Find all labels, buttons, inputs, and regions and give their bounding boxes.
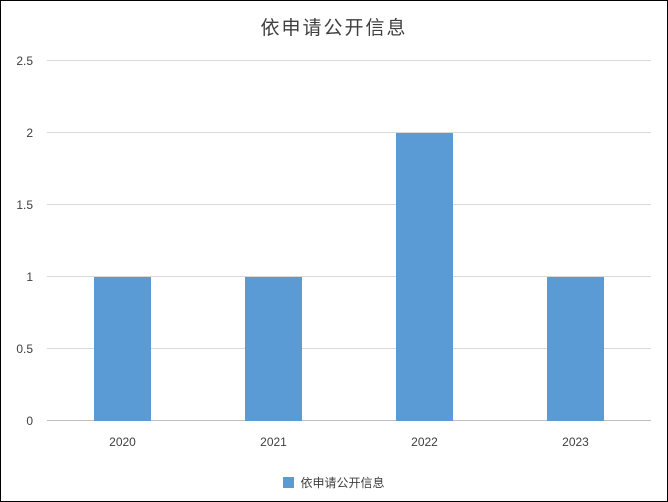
- bar-slot: [349, 61, 500, 421]
- y-tick-label: 2.5: [16, 54, 33, 68]
- legend-swatch-icon: [283, 477, 295, 488]
- x-tick-label: 2022: [411, 435, 438, 449]
- gridline: [47, 276, 651, 277]
- bar-2020: [93, 277, 152, 421]
- gridline: [47, 60, 651, 61]
- x-tick-label: 2021: [260, 435, 287, 449]
- legend-label: 依申请公开信息: [300, 476, 385, 490]
- gridline: [47, 348, 651, 349]
- y-tick-label: 0: [26, 414, 33, 428]
- plot-area: [47, 60, 651, 421]
- x-tick-label: 2020: [109, 435, 136, 449]
- y-tick-label: 1: [26, 270, 33, 284]
- bar-2023: [546, 277, 605, 421]
- y-tick-label: 0.5: [16, 342, 33, 356]
- bar-2022: [395, 133, 454, 421]
- y-tick-label: 2: [26, 126, 33, 140]
- x-axis-line: [47, 420, 651, 421]
- gridline: [47, 132, 651, 133]
- chart-title: 依申请公开信息: [260, 18, 408, 39]
- bar-series: [47, 61, 651, 421]
- bar-slot: [500, 61, 651, 421]
- x-axis-labels: 2020 2021 2022 2023: [47, 429, 651, 449]
- x-tick-label: 2023: [562, 435, 589, 449]
- y-axis-labels: 0 0.5 1 1.5 2 2.5: [1, 54, 41, 428]
- bar-slot: [47, 61, 198, 421]
- legend: 依申请公开信息: [1, 474, 667, 491]
- y-tick-label: 1.5: [16, 198, 33, 212]
- gridline: [47, 204, 651, 205]
- bar-slot: [198, 61, 349, 421]
- bar-2021: [244, 277, 303, 421]
